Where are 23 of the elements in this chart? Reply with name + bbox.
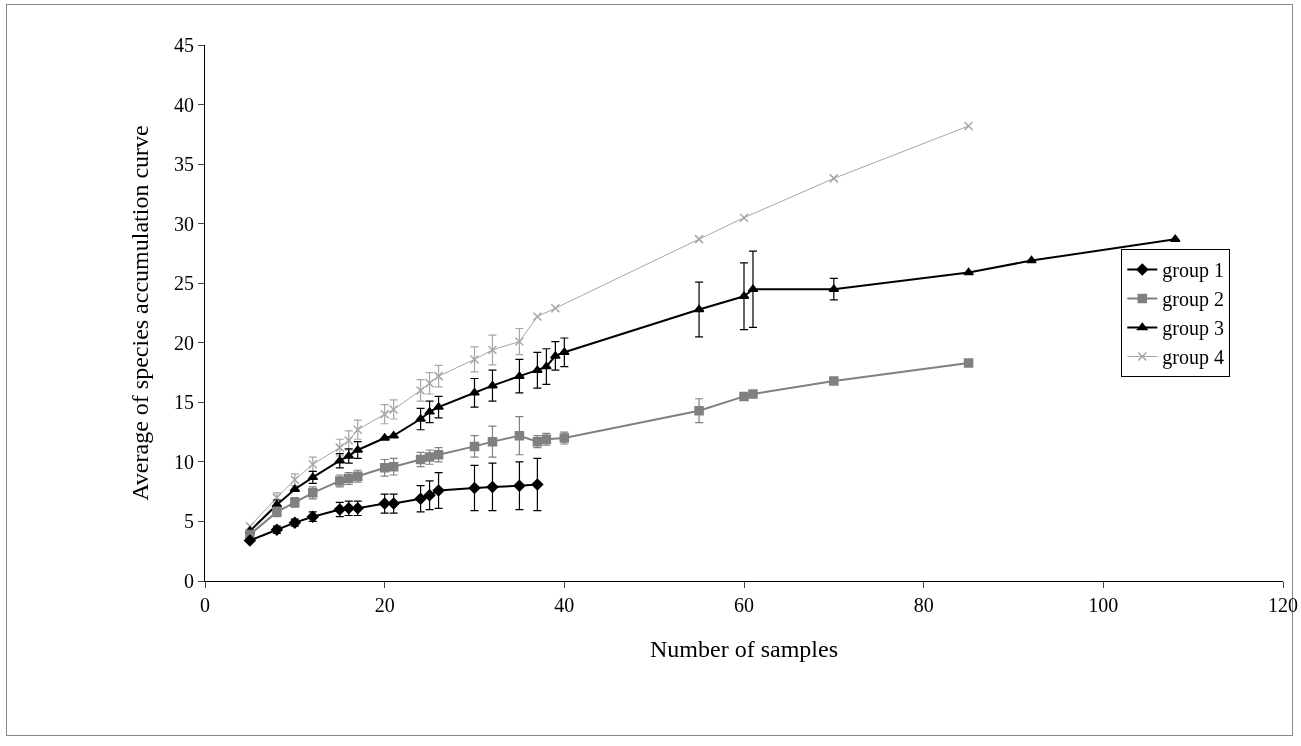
legend-label: group 2 [1162,288,1224,312]
x-tick-label: 80 [913,594,934,616]
legend-label: group 1 [1162,259,1224,283]
y-tick-label: 5 [184,510,194,533]
y-axis-title: Average of species accumulation curve [127,125,154,501]
legend-label: group 4 [1162,346,1224,370]
x-tick-label: 60 [734,594,754,616]
y-tick-label: 45 [174,34,194,56]
x-tick-label: 120 [1268,594,1298,616]
x-tick-label: 20 [374,594,395,616]
y-tick-label: 30 [174,212,194,235]
x-axis-title: Number of samples [650,636,838,663]
x-tick-label: 100 [1088,594,1119,616]
y-tick-label: 25 [174,272,194,295]
x-tick-label: 40 [554,594,575,616]
y-tick-label: 35 [174,153,194,176]
y-tick-label: 10 [174,450,194,473]
x-tick-label: 0 [200,594,210,616]
legend-label: group 3 [1162,317,1224,341]
y-tick-label: 15 [174,391,194,414]
y-tick-label: 0 [184,570,194,592]
y-tick-label: 40 [174,93,194,116]
y-tick-label: 20 [174,331,194,354]
